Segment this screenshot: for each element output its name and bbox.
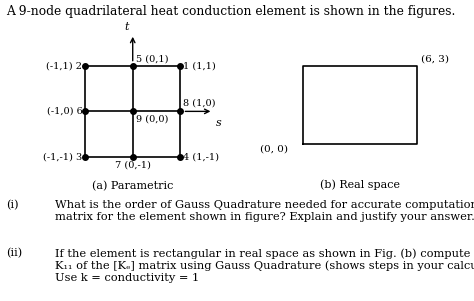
Text: If the element is rectangular in real space as shown in Fig. (b) compute the ter: If the element is rectangular in real sp… [55,248,474,283]
Text: 5 (0,1): 5 (0,1) [136,55,168,64]
Text: s: s [216,118,221,128]
Text: (0, 0): (0, 0) [260,144,288,154]
Text: (-1,1) 2: (-1,1) 2 [46,61,82,70]
Text: (6, 3): (6, 3) [421,54,449,64]
Text: A 9-node quadrilateral heat conduction element is shown in the figures.: A 9-node quadrilateral heat conduction e… [6,5,455,17]
Text: (i): (i) [6,200,18,210]
Text: What is the order of Gauss Quadrature needed for accurate computation of [Kₑ]
ma: What is the order of Gauss Quadrature ne… [55,200,474,222]
Text: 8 (1,0): 8 (1,0) [183,99,216,108]
Text: 9 (0,0): 9 (0,0) [136,115,168,124]
Text: 1 (1,1): 1 (1,1) [183,61,216,70]
Text: (-1,-1) 3: (-1,-1) 3 [43,152,82,161]
Text: t: t [125,22,129,32]
Text: 7 (0,-1): 7 (0,-1) [115,160,151,169]
Text: (-1,0) 6: (-1,0) 6 [47,107,82,116]
Text: (b) Real space: (b) Real space [320,180,400,191]
Text: (ii): (ii) [6,248,22,259]
Text: 4 (1,-1): 4 (1,-1) [183,152,219,161]
Text: (a) Parametric: (a) Parametric [92,181,173,191]
